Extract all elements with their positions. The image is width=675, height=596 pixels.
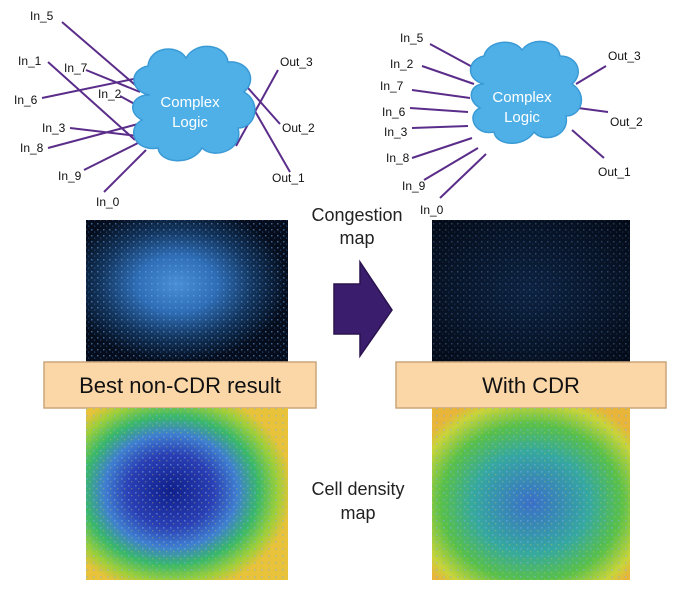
- right-pin-in2: In_2: [390, 57, 414, 71]
- left-banner-label: Best non-CDR result: [79, 373, 281, 398]
- left-result-banner: Best non-CDR result: [43, 361, 317, 409]
- left-wires: [41, 21, 291, 193]
- right-pin-in9: In_9: [402, 179, 426, 193]
- right-pin-in0: In_0: [420, 203, 444, 217]
- left-pin-out3: Out_3: [280, 55, 313, 69]
- left-congestion-map: [86, 220, 288, 362]
- left-pin-in2: In_2: [98, 87, 122, 101]
- right-cloud-label-1: Complex: [492, 89, 552, 106]
- left-pin-in6: In_6: [14, 93, 38, 107]
- right-density-map: [432, 408, 630, 580]
- right-wires: [409, 43, 609, 199]
- right-result-banner: With CDR: [395, 361, 667, 409]
- right-pin-in5: In_5: [400, 31, 424, 45]
- right-logic-diagram: Complex Logic In_5 In_2 In_7 In_6 In_3 I…: [380, 31, 643, 217]
- transition-arrow-icon: [333, 259, 393, 359]
- left-cloud-label-1: Complex: [160, 94, 220, 111]
- density-caption-line1: Cell density: [311, 479, 404, 499]
- left-cloud-label-2: Logic: [172, 114, 208, 131]
- right-pin-out3: Out_3: [608, 49, 641, 63]
- left-pin-in9: In_9: [58, 169, 82, 183]
- right-pin-in3: In_3: [384, 125, 408, 139]
- right-banner-label: With CDR: [482, 373, 580, 398]
- density-caption-line2: map: [340, 503, 375, 523]
- right-congestion-map: [432, 220, 630, 362]
- left-pin-labels: In_5 In_1 In_7 In_6 In_2 In_3 In_8 In_9 …: [14, 9, 315, 209]
- right-cloud: Complex Logic: [469, 40, 583, 144]
- right-pin-in6: In_6: [382, 105, 406, 119]
- left-logic-diagram: Complex Logic In_5 In_1 In_7 In_6 In_2 I…: [14, 9, 315, 209]
- congestion-caption-line1: Congestion: [311, 205, 402, 225]
- left-pin-in1: In_1: [18, 54, 42, 68]
- right-pin-in7: In_7: [380, 79, 404, 93]
- left-density-map: [86, 408, 288, 580]
- left-pin-in0: In_0: [96, 195, 120, 209]
- right-pin-labels: In_5 In_2 In_7 In_6 In_3 In_8 In_9 In_0 …: [380, 31, 643, 217]
- left-pin-out1: Out_1: [272, 171, 305, 185]
- left-pin-in7: In_7: [64, 61, 88, 75]
- left-cloud: Complex Logic: [132, 45, 256, 162]
- right-pin-out1: Out_1: [598, 165, 631, 179]
- left-pin-in3: In_3: [42, 121, 66, 135]
- left-pin-in8: In_8: [20, 141, 44, 155]
- left-pin-out2: Out_2: [282, 121, 315, 135]
- right-pin-out2: Out_2: [610, 115, 643, 129]
- right-pin-in8: In_8: [386, 151, 410, 165]
- right-cloud-label-2: Logic: [504, 109, 540, 126]
- left-pin-in5: In_5: [30, 9, 54, 23]
- congestion-caption-line2: map: [339, 228, 374, 248]
